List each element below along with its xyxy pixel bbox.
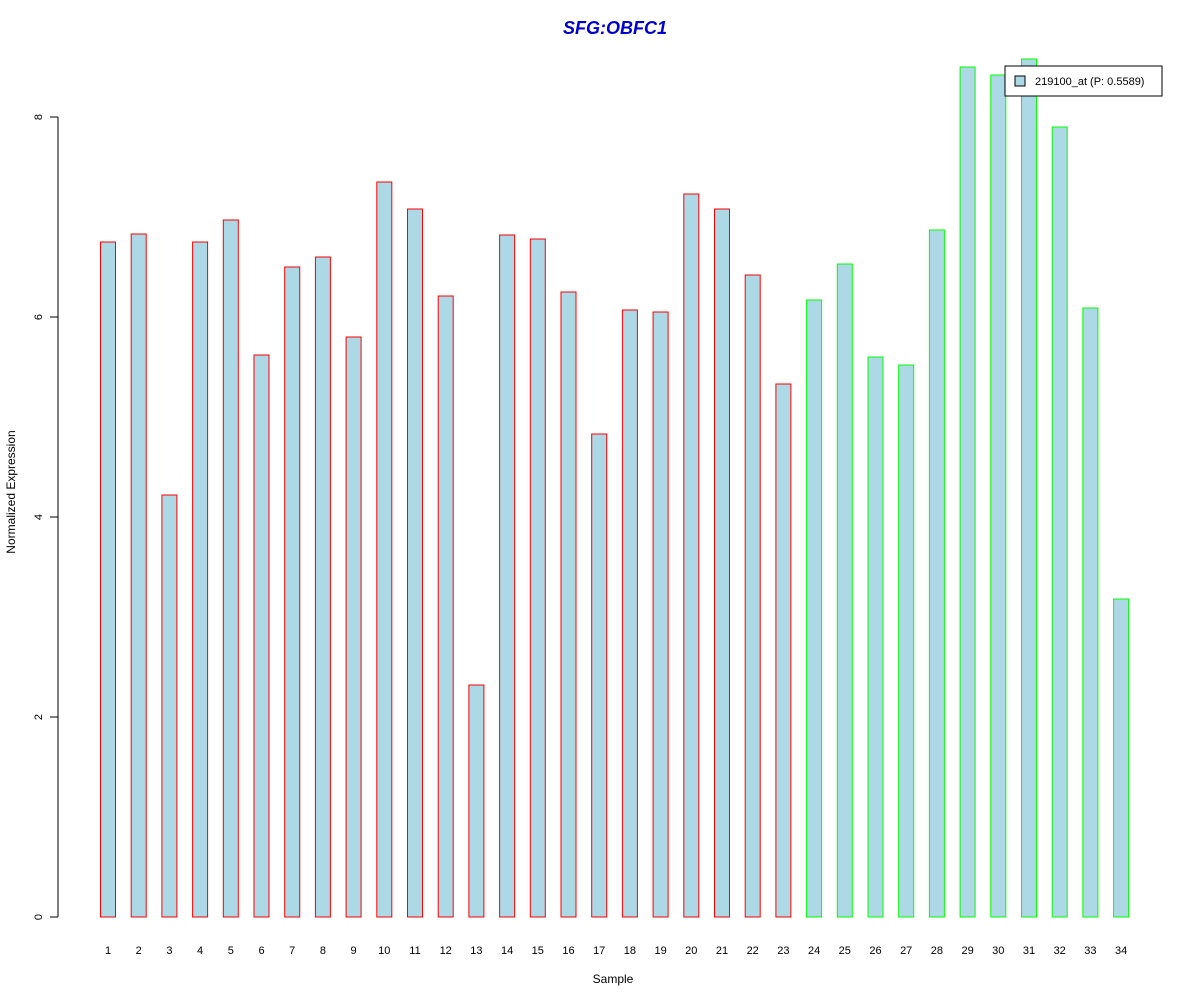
bar bbox=[130, 233, 147, 918]
bar bbox=[836, 263, 853, 918]
x-tick-label: 6 bbox=[258, 945, 264, 957]
x-tick-label: 5 bbox=[228, 945, 234, 957]
x-tick-label: 22 bbox=[747, 945, 759, 957]
bar bbox=[867, 356, 884, 918]
x-tick-label: 25 bbox=[839, 945, 851, 957]
bar bbox=[314, 256, 331, 918]
x-tick-label: 16 bbox=[562, 945, 574, 957]
x-tick-label: 18 bbox=[624, 945, 636, 957]
bar bbox=[284, 266, 301, 918]
x-tick-label: 2 bbox=[136, 945, 142, 957]
bar bbox=[1082, 307, 1099, 918]
chart-title: SFG:OBFC1 bbox=[562, 18, 667, 38]
bar bbox=[1021, 58, 1037, 918]
x-tick-label: 32 bbox=[1054, 945, 1066, 957]
bar bbox=[345, 336, 362, 918]
bar bbox=[192, 241, 209, 918]
bar bbox=[222, 219, 239, 918]
bar bbox=[714, 208, 730, 918]
x-tick-label: 17 bbox=[593, 945, 605, 957]
bar bbox=[591, 433, 608, 918]
y-tick-label: 2 bbox=[33, 714, 45, 720]
x-tick-label: 11 bbox=[409, 945, 420, 957]
x-tick-label: 24 bbox=[808, 945, 820, 957]
x-tick-label: 7 bbox=[289, 945, 295, 957]
bar bbox=[376, 181, 393, 918]
x-tick-label: 13 bbox=[470, 945, 482, 957]
bar bbox=[990, 74, 1007, 918]
legend-box bbox=[1004, 65, 1163, 97]
bar bbox=[529, 238, 546, 918]
x-tick-label: 14 bbox=[501, 945, 513, 957]
x-tick-label: 1 bbox=[105, 945, 111, 957]
bar bbox=[898, 364, 915, 918]
x-tick-label: 8 bbox=[320, 945, 326, 957]
y-tick-label: 6 bbox=[33, 314, 45, 320]
bar bbox=[806, 299, 823, 918]
x-tick-label: 4 bbox=[197, 945, 203, 957]
x-tick-label: 27 bbox=[900, 945, 912, 957]
x-tick-label: 23 bbox=[777, 945, 789, 957]
x-tick-label: 21 bbox=[716, 945, 728, 957]
y-tick-label: 4 bbox=[33, 514, 45, 520]
bar bbox=[683, 193, 700, 918]
x-tick-label: 10 bbox=[378, 945, 390, 957]
bar bbox=[1113, 598, 1130, 918]
x-axis-label: Sample bbox=[593, 972, 634, 986]
bar bbox=[560, 291, 577, 918]
x-tick-label: 29 bbox=[961, 945, 973, 957]
legend-swatch bbox=[1014, 75, 1026, 87]
bar bbox=[928, 229, 945, 918]
x-tick-label: 30 bbox=[992, 945, 1004, 957]
bar bbox=[1051, 126, 1068, 918]
x-tick-label: 15 bbox=[532, 945, 544, 957]
bar bbox=[437, 295, 454, 918]
x-tick-label: 33 bbox=[1084, 945, 1096, 957]
bar bbox=[161, 494, 178, 918]
x-tick-label: 9 bbox=[351, 945, 357, 957]
bar bbox=[775, 383, 792, 918]
bar bbox=[253, 354, 270, 918]
x-tick-label: 28 bbox=[931, 945, 943, 957]
x-tick-label: 12 bbox=[440, 945, 452, 957]
bar bbox=[621, 309, 638, 918]
bar bbox=[407, 208, 423, 918]
x-tick-label: 20 bbox=[685, 945, 697, 957]
x-tick-label: 19 bbox=[654, 945, 666, 957]
bar bbox=[652, 311, 669, 918]
x-tick-label: 26 bbox=[869, 945, 881, 957]
y-axis-label: Normalized Expression bbox=[4, 430, 18, 553]
bar bbox=[100, 241, 116, 918]
legend-label: 219100_at (P: 0.5589) bbox=[1035, 76, 1144, 88]
x-tick-label: 34 bbox=[1115, 945, 1127, 957]
x-tick-label: 3 bbox=[166, 945, 172, 957]
bar bbox=[499, 234, 516, 918]
y-tick-label: 0 bbox=[33, 914, 45, 920]
x-tick-label: 31 bbox=[1023, 945, 1035, 957]
y-tick-label: 8 bbox=[33, 114, 45, 120]
bar bbox=[959, 66, 976, 918]
bar bbox=[468, 684, 485, 918]
bar bbox=[744, 274, 761, 918]
